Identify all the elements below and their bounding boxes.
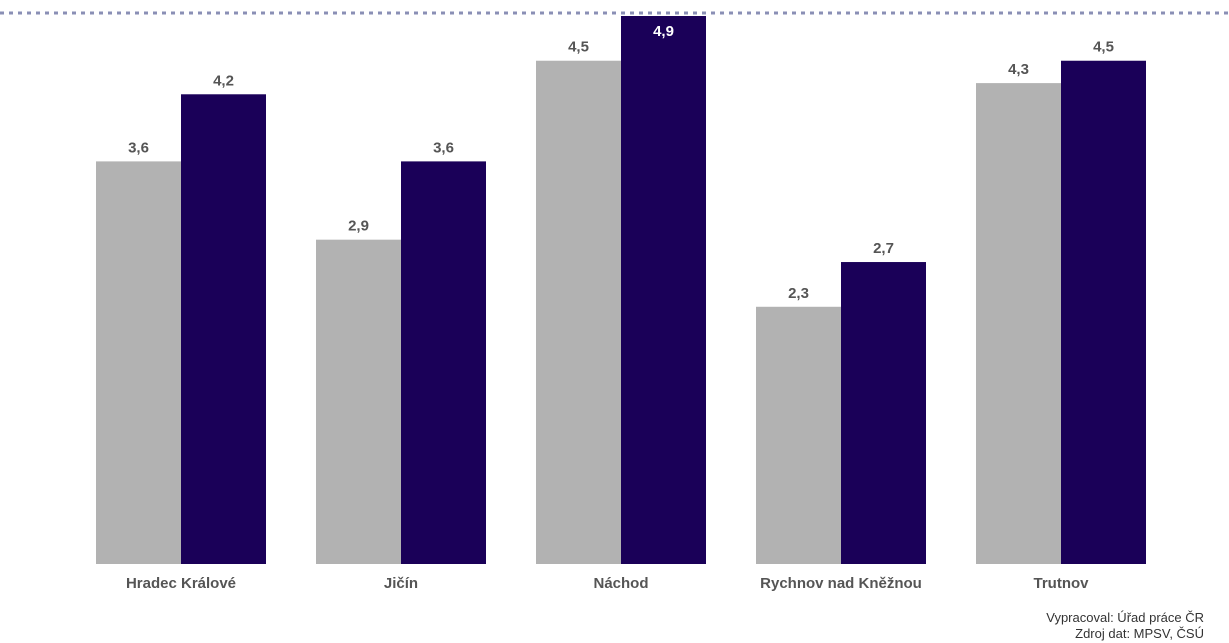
data-label-series2-0: 4,2 bbox=[213, 72, 234, 89]
data-label-series1-4: 4,3 bbox=[1008, 61, 1029, 78]
bar-series1-4 bbox=[976, 83, 1061, 564]
category-label-3: Rychnov nad Kněžnou bbox=[760, 575, 922, 592]
category-label-4: Trutnov bbox=[1034, 575, 1090, 592]
bar-series2-1 bbox=[401, 161, 486, 564]
category-label-0: Hradec Králové bbox=[126, 575, 236, 592]
data-label-series2-1: 3,6 bbox=[433, 139, 454, 156]
data-label-series1-3: 2,3 bbox=[788, 285, 809, 302]
category-label-1: Jičín bbox=[384, 575, 418, 592]
bar-series1-2 bbox=[536, 60, 621, 565]
bar-series1-0 bbox=[96, 161, 181, 564]
data-label-series2-3: 2,7 bbox=[873, 240, 894, 257]
bar-series2-0 bbox=[181, 94, 266, 565]
bar-series2-2 bbox=[621, 16, 706, 564]
footer-data-source: Zdroj dat: MPSV, ČSÚ bbox=[1075, 626, 1204, 641]
data-label-series1-1: 2,9 bbox=[348, 218, 369, 235]
data-label-series1-0: 3,6 bbox=[128, 139, 149, 156]
bar-series1-3 bbox=[756, 306, 841, 564]
bar-series2-3 bbox=[841, 262, 926, 564]
data-label-series2-4: 4,5 bbox=[1093, 39, 1114, 56]
footer-credits: Vypracoval: Úřad práce ČR Zdroj dat: MPS… bbox=[1046, 610, 1204, 642]
category-label-2: Náchod bbox=[593, 575, 648, 592]
footer-prepared-by: Vypracoval: Úřad práce ČR bbox=[1046, 610, 1204, 625]
bar-series2-4 bbox=[1061, 60, 1146, 565]
bar-series1-1 bbox=[316, 239, 401, 564]
data-label-series1-2: 4,5 bbox=[568, 39, 589, 56]
data-label-series2-2: 4,9 bbox=[653, 23, 674, 40]
